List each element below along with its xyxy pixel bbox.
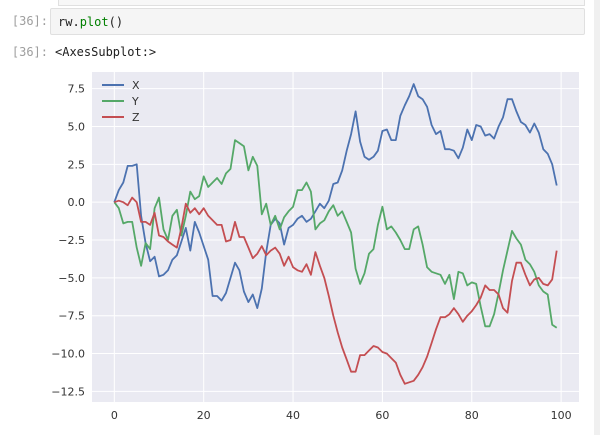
x-tick-label: 80 bbox=[465, 409, 479, 422]
series-lines bbox=[113, 83, 558, 385]
series-line-z bbox=[114, 196, 558, 385]
code-object: rw bbox=[58, 15, 73, 29]
code-cell[interactable]: rw.plot() bbox=[50, 8, 585, 35]
y-tick-label: 0.0 bbox=[68, 196, 86, 209]
y-tick-label: −2.5 bbox=[58, 234, 85, 247]
code-dot: . bbox=[72, 15, 80, 29]
x-tick-label: 60 bbox=[375, 409, 389, 422]
output-prompt: [36]: bbox=[11, 45, 48, 59]
y-tick-label: 7.5 bbox=[68, 83, 86, 96]
series-line-x bbox=[113, 83, 558, 310]
x-tick-label: 100 bbox=[551, 409, 572, 422]
plot-area bbox=[92, 72, 579, 402]
y-tick-label: −7.5 bbox=[58, 310, 85, 323]
legend-label-z: Z bbox=[132, 111, 140, 124]
code-args: () bbox=[108, 15, 124, 29]
x-tick-labels: 0 20 40 60 80 100 bbox=[111, 409, 572, 422]
x-tick-label: 40 bbox=[286, 409, 300, 422]
y-tick-label: −12.5 bbox=[51, 385, 85, 398]
y-tick-label: −10.0 bbox=[51, 348, 85, 361]
y-tick-label: 2.5 bbox=[68, 158, 86, 171]
code-text[interactable]: rw.plot() bbox=[58, 15, 123, 29]
y-tick-label: −5.0 bbox=[58, 272, 85, 285]
y-tick-labels: 7.5 5.0 2.5 0.0 −2.5 −5.0 −7.5 −10.0 −12.5 bbox=[51, 83, 85, 399]
legend-label-y: Y bbox=[131, 95, 139, 108]
grid bbox=[92, 72, 579, 402]
output-text: <AxesSubplot:> bbox=[55, 45, 157, 59]
legend: XYZ bbox=[102, 79, 140, 124]
series-line-y bbox=[113, 139, 558, 329]
window-scrollbar[interactable] bbox=[594, 0, 600, 435]
x-tick-label: 0 bbox=[111, 409, 118, 422]
legend-label-x: X bbox=[132, 79, 140, 92]
previous-cell-bottom bbox=[58, 0, 585, 6]
code-method: plot bbox=[79, 15, 109, 29]
input-prompt: [36]: bbox=[11, 14, 48, 28]
y-tick-label: 5.0 bbox=[68, 120, 86, 133]
x-tick-label: 20 bbox=[197, 409, 211, 422]
line-chart: 7.5 5.0 2.5 0.0 −2.5 −5.0 −7.5 −10.0 −12.5 0 20 40… bbox=[51, 72, 579, 422]
